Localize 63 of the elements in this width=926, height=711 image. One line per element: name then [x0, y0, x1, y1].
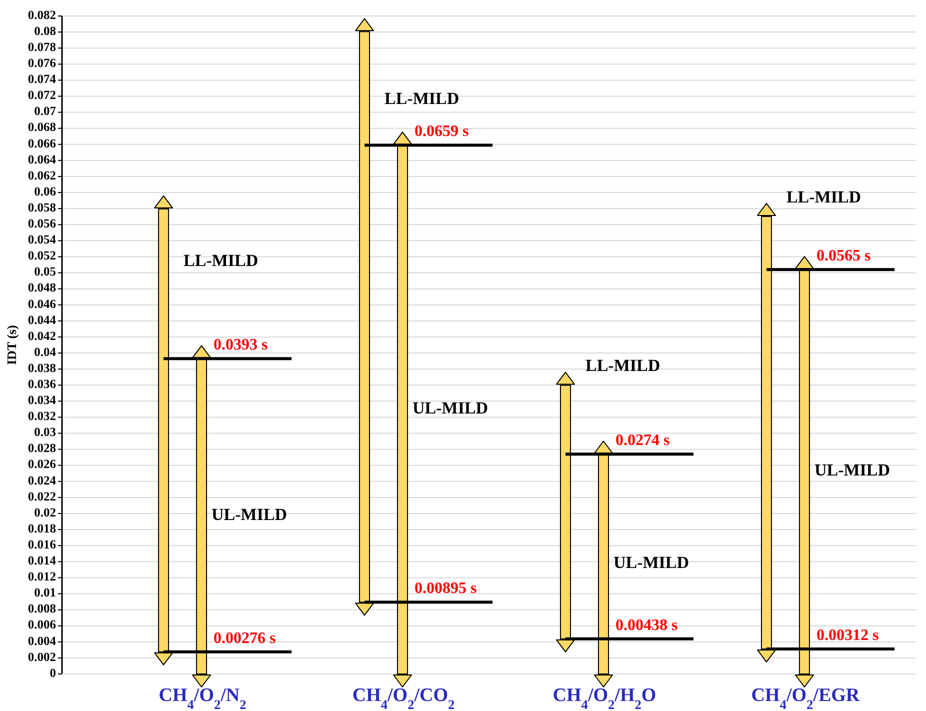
y-tick-label: 0	[50, 666, 56, 680]
y-tick-label: 0.032	[28, 409, 56, 424]
y-tick-label: 0.002	[28, 650, 56, 664]
y-tick-label: 0.02	[34, 505, 56, 520]
y-tick-label: 0.08	[34, 24, 56, 38]
y-tick-label: 0.042	[28, 328, 56, 343]
text: UL-MILD	[613, 552, 690, 572]
y-tick-label: 0.082	[28, 8, 56, 22]
y-tick-label: 0.056	[28, 216, 56, 231]
text: LL-MILD	[585, 356, 660, 376]
x-tick-label: CH$_{4}$/O$_{2}$/EGR	[751, 685, 860, 711]
y-tick-label: 0.06	[34, 184, 56, 198]
series-label: LL-MILD	[184, 250, 258, 270]
y-tick-label: 0.068	[28, 120, 56, 134]
y-tick-label: 0.052	[28, 248, 56, 263]
y-tick-label: 0.008	[28, 602, 56, 616]
y-tick-label: 0.004	[28, 634, 57, 648]
annotation: 0.0565 s	[816, 248, 871, 265]
y-tick-label: 0.016	[28, 537, 56, 552]
y-tick-label: 0.066	[28, 136, 56, 150]
y-tick-label: 0.036	[28, 376, 56, 391]
annotation: 0.0659 s	[414, 123, 469, 140]
y-tick-label: 0.034	[28, 393, 57, 408]
y-tick-label: 0.03	[34, 425, 56, 440]
y-tick-label: 0.044	[28, 312, 57, 327]
y-tick-label: 0.048	[28, 280, 56, 295]
annotation: 0.00438 s	[615, 616, 678, 634]
y-tick-label: 0.024	[28, 473, 57, 488]
y-tick-label: 0.022	[28, 489, 56, 504]
y-tick-label: 0.074	[28, 72, 57, 86]
y-tick-label: 0.038	[28, 360, 56, 375]
y-tick-label: 0.006	[28, 618, 56, 632]
y-tick-label: 0.076	[28, 56, 56, 70]
y-tick-label: 0.064	[28, 152, 57, 166]
x-tick-label: CH$_{4}$/O$_{2}$/CO$_{2}$	[352, 685, 456, 711]
y-tick-label: 0.04	[34, 344, 57, 359]
annotation: 0.00312 s	[816, 626, 879, 644]
y-tick-label: 0.026	[28, 457, 56, 472]
y-tick-label: 0.046	[28, 296, 56, 311]
annotation: 0.0274 s	[615, 432, 670, 450]
annotation: 0.00276 s	[214, 630, 276, 647]
text: UL-MILD	[412, 398, 488, 418]
y-tick-label: 0.054	[28, 232, 57, 247]
series-label: UL-MILD	[212, 505, 288, 524]
y-tick-label: 0.014	[28, 554, 57, 568]
y-tick-label: 0.072	[28, 88, 56, 102]
annotation: 0.0393 s	[214, 336, 268, 354]
x-tick-label: CH$_{4}$/O$_{2}$/N$_{2}$	[158, 685, 247, 711]
x-tick-label: CH$_{4}$/O$_{2}$/H$_{2}$O	[552, 685, 656, 711]
y-tick-label: 0.028	[28, 441, 56, 456]
y-tick-label: 0.05	[34, 264, 56, 279]
y-tick-label: 0.07	[34, 104, 56, 118]
text: UL-MILD	[814, 460, 890, 480]
y-tick-label: 0.058	[28, 200, 56, 214]
y-tick-label: 0.018	[28, 521, 56, 536]
y-tick-label: 0.01	[34, 586, 56, 600]
y-tick-label: 0.062	[28, 168, 56, 182]
y-axis-title: IDT (s)	[4, 325, 19, 365]
text: LL-MILD	[384, 89, 460, 108]
y-tick-label: 0.012	[28, 570, 56, 584]
y-tick-label: 0.078	[28, 40, 56, 54]
text: LL-MILD	[786, 187, 862, 206]
annotation: 0.00895 s	[414, 580, 477, 598]
